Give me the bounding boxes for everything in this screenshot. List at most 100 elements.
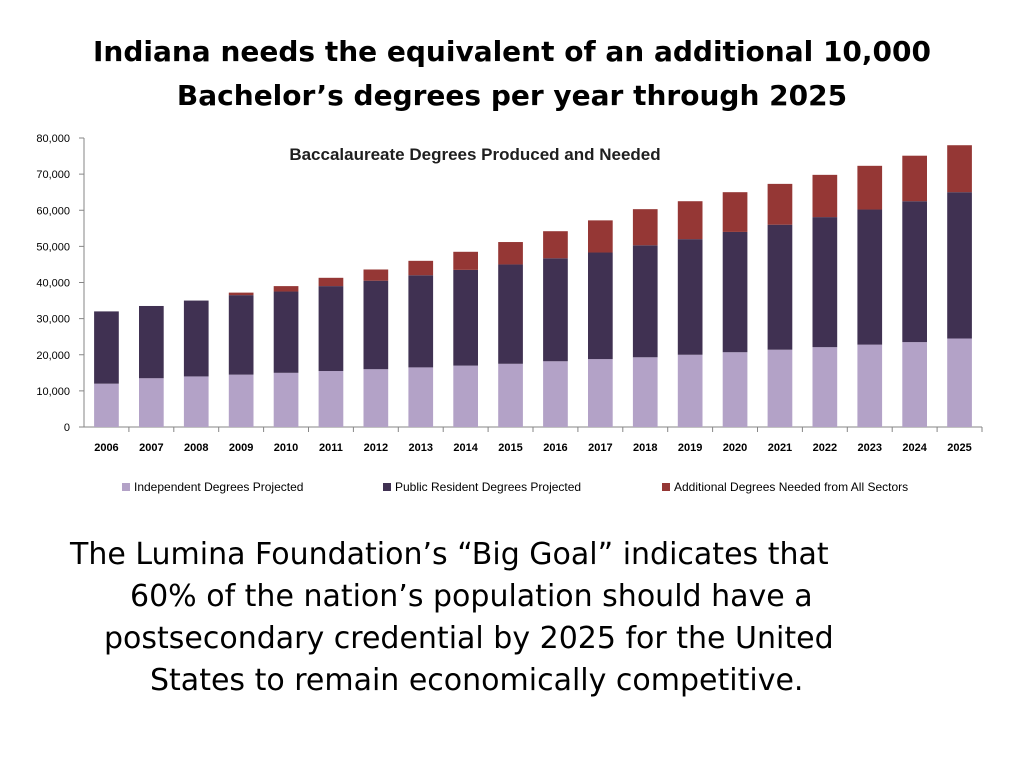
bar-segment-3 — [273, 286, 299, 292]
x-tick-label: 2013 — [409, 442, 433, 454]
bar-segment-2 — [677, 239, 703, 355]
slide-title-line-2: Bachelor’s degrees per year through 2025 — [176, 79, 848, 112]
y-tick-label: 0 — [64, 422, 70, 434]
bar-segment-2 — [947, 192, 972, 339]
bar-segment-3 — [228, 292, 254, 296]
bar-segment-2 — [453, 269, 478, 366]
slide-title-line-1: Indiana needs the equivalent of an addit… — [92, 35, 932, 68]
legend-swatch — [122, 483, 130, 491]
bar-segment-3 — [812, 174, 838, 218]
bar-segment-2 — [632, 245, 658, 358]
bar-segment-1 — [632, 357, 658, 427]
legend-label: Public Resident Degrees Projected — [395, 480, 581, 494]
bar-segment-2 — [408, 275, 434, 368]
bar-segment-1 — [722, 352, 748, 427]
bar-segment-3 — [767, 183, 793, 225]
x-tick-label: 2024 — [902, 442, 927, 454]
bar-segment-1 — [947, 338, 972, 427]
body-line-1: The Lumina Foundation’s “Big Goal” indic… — [70, 537, 829, 572]
bar-segment-2 — [902, 201, 927, 343]
bar-segment-2 — [857, 209, 883, 345]
legend-swatch — [662, 483, 670, 491]
bar-segment-1 — [498, 363, 523, 427]
bar-segment-1 — [408, 367, 434, 427]
x-tick-label: 2008 — [184, 442, 208, 454]
bar-segment-2 — [94, 311, 119, 384]
bar-segment-2 — [183, 300, 209, 377]
bar-segment-3 — [498, 242, 523, 265]
bar-segment-2 — [139, 305, 164, 379]
x-tick-label: 2009 — [229, 442, 253, 454]
bar-segment-1 — [318, 371, 344, 427]
legend-swatch — [383, 483, 391, 491]
bar-segment-1 — [677, 354, 703, 427]
chart-title: Baccalaureate Degrees Produced and Neede… — [289, 145, 660, 164]
bar-segment-1 — [183, 376, 209, 427]
x-tick-label: 2010 — [274, 442, 298, 454]
bar-segment-1 — [588, 359, 613, 427]
bar-segment-3 — [408, 260, 434, 276]
bar-segment-2 — [228, 295, 254, 375]
y-tick-label: 10,000 — [36, 386, 70, 398]
y-tick-label: 60,000 — [36, 205, 70, 217]
bar-segment-2 — [588, 252, 613, 360]
bar-segment-3 — [947, 145, 972, 193]
chart-axes: 0 10,000 20,000 30,000 40,000 50,000 60,000 70,… — [36, 133, 983, 454]
bar-segment-1 — [453, 365, 478, 427]
bar-segment-2 — [498, 264, 523, 364]
bar-segment-1 — [857, 344, 883, 427]
body-paragraph: The Lumina Foundation’s “Big Goal” indic… — [60, 534, 960, 702]
bar-segment-2 — [812, 217, 838, 348]
x-tick-label: 2020 — [723, 442, 747, 454]
bar-segment-1 — [228, 374, 254, 427]
bar-segment-2 — [767, 224, 793, 350]
chart-bars — [94, 145, 972, 427]
x-tick-label: 2006 — [94, 442, 118, 454]
body-line-2: 60% of the nation’s population should ha… — [130, 579, 813, 614]
stacked-bar-chart: 0 10,000 20,000 30,000 40,000 50,000 60,000 70,… — [36, 133, 983, 494]
bar-segment-3 — [318, 277, 344, 287]
bar-segment-1 — [273, 372, 299, 427]
bar-segment-2 — [318, 286, 344, 372]
y-tick-label: 50,000 — [36, 241, 70, 253]
bar-segment-1 — [94, 383, 119, 427]
bar-segment-1 — [767, 349, 793, 427]
bar-segment-2 — [363, 280, 389, 370]
x-tick-label: 2023 — [858, 442, 882, 454]
y-tick-label: 30,000 — [36, 314, 70, 326]
bar-segment-3 — [588, 220, 613, 253]
bar-segment-3 — [902, 155, 927, 202]
bar-segment-3 — [632, 209, 658, 246]
bar-segment-2 — [543, 258, 568, 362]
legend-label: Additional Degrees Needed from All Secto… — [674, 480, 908, 494]
y-tick-label: 20,000 — [36, 350, 70, 362]
y-tick-label: 70,000 — [36, 169, 70, 181]
x-tick-label: 2017 — [588, 442, 612, 454]
x-tick-label: 2019 — [678, 442, 702, 454]
bar-segment-3 — [677, 201, 703, 240]
y-tick-label: 40,000 — [36, 278, 70, 290]
body-line-4: States to remain economically competitiv… — [150, 663, 804, 698]
x-tick-label: 2025 — [947, 442, 971, 454]
bar-segment-1 — [902, 342, 927, 427]
x-tick-label: 2016 — [543, 442, 567, 454]
bar-segment-3 — [363, 269, 389, 281]
legend-label: Independent Degrees Projected — [134, 480, 303, 494]
x-tick-label: 2015 — [498, 442, 522, 454]
bar-segment-1 — [543, 361, 568, 427]
slide-title: Indiana needs the equivalent of an addit… — [40, 30, 984, 118]
x-tick-label: 2014 — [453, 442, 478, 454]
bar-segment-1 — [363, 369, 389, 427]
y-tick-label: 80,000 — [36, 133, 70, 145]
x-tick-label: 2022 — [813, 442, 837, 454]
x-tick-label: 2018 — [633, 442, 657, 454]
x-tick-label: 2011 — [319, 442, 343, 454]
bar-segment-3 — [857, 165, 883, 210]
bar-segment-3 — [722, 192, 748, 232]
x-tick-label: 2021 — [768, 442, 792, 454]
bar-segment-3 — [543, 231, 568, 259]
body-line-3: postsecondary credential by 2025 for the… — [104, 621, 834, 656]
bar-segment-2 — [722, 231, 748, 353]
x-tick-label: 2012 — [364, 442, 388, 454]
bar-segment-1 — [812, 347, 838, 427]
